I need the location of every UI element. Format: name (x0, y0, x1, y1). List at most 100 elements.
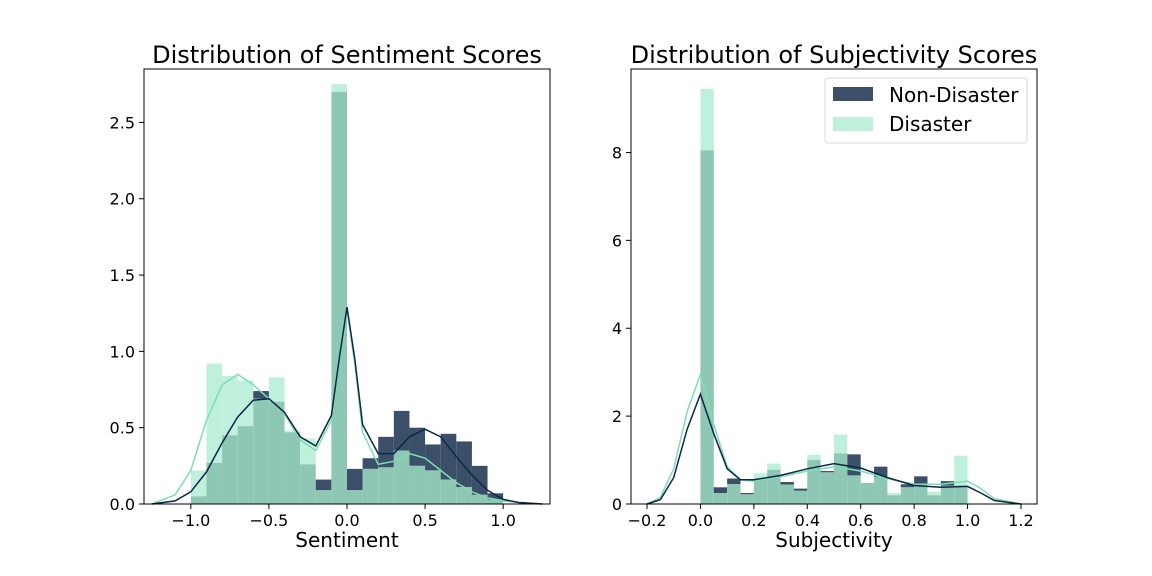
subjectivity-bar-overlap-3 (740, 494, 754, 504)
subjectivity-kde-disaster (646, 371, 1022, 505)
subjectivity-y-tick-label-0: 0 (612, 495, 622, 514)
subjectivity-bar-overlap-13 (874, 476, 888, 504)
sentiment-x-axis-label: Sentiment (295, 528, 399, 552)
sentiment-bar-overlap-15 (425, 470, 441, 504)
subjectivity-y-tick-label-4: 8 (612, 143, 622, 162)
sentiment-x-tick-label-0: −1.0 (171, 511, 210, 530)
sentiment-bar-top-4 (253, 391, 269, 399)
sentiment-bar-top-19 (487, 493, 504, 500)
subjectivity-chart-title: Distribution of Subjectivity Scores (631, 41, 1038, 69)
subjectivity-bar-overlap-14 (887, 495, 901, 504)
sentiment-bar-top-6 (284, 430, 301, 433)
subjectivity-bar-top-5 (767, 463, 781, 470)
subjectivity-bar-top-14 (887, 493, 901, 496)
sentiment-y-tick-label-1: 0.5 (110, 419, 135, 438)
sentiment-bar-overlap-6 (284, 432, 301, 504)
sentiment-bar-overlap-3 (237, 426, 254, 504)
legend-box (824, 77, 1028, 144)
subjectivity-bar-overlap-7 (793, 490, 808, 504)
sentiment-bar-overlap-14 (409, 465, 426, 504)
sentiment-bar-overlap-8 (315, 490, 332, 504)
sentiment-bar-overlap-11 (362, 468, 379, 504)
subjectivity-x-tick-label-2: 0.2 (741, 511, 766, 530)
sentiment-bar-top-8 (315, 479, 332, 491)
sentiment-y-tick-label-2: 1.0 (110, 342, 135, 361)
subjectivity-x-ticks: −0.2 0.0 0.2 0.4 0.6 0.8 1.0 1.2 (628, 504, 1034, 530)
subjectivity-x-tick-label-6: 1.0 (955, 511, 980, 530)
sentiment-bar-top-5 (268, 377, 285, 402)
sentiment-kde-non-disaster (151, 306, 543, 505)
subjectivity-x-tick-label-0: −0.2 (628, 511, 667, 530)
sentiment-x-ticks: −1.0 −0.5 0.0 0.5 1.0 (171, 504, 516, 530)
sentiment-chart-title: Distribution of Sentiment Scores (152, 41, 542, 69)
sentiment-x-tick-label-1: −0.5 (249, 511, 288, 530)
legend-swatch-non-disaster (833, 87, 873, 101)
sentiment-bar-overlap-16 (440, 479, 457, 504)
sentiment-bar-overlap-5 (268, 401, 285, 504)
sentiment-bar-top-12 (378, 436, 394, 468)
subjectivity-bar-top-10 (834, 434, 848, 454)
sentiment-bar-overlap-2 (222, 435, 238, 504)
sentiment-y-ticks: 0.0 0.5 1.0 1.5 2.0 2.5 (110, 113, 144, 514)
sentiment-bar-overlap-19 (487, 499, 504, 504)
sentiment-y-tick-label-5: 2.5 (110, 113, 135, 132)
subjectivity-plot-frame (630, 68, 1038, 505)
sentiment-bar-top-3 (237, 380, 254, 427)
subjectivity-bar-overlap-17 (927, 495, 941, 504)
sentiment-bar-top-18 (471, 465, 488, 495)
sentiment-bar-overlap-17 (456, 487, 472, 504)
subjectivity-bar-overlap-2 (727, 484, 741, 504)
subjectivity-bar-top-11 (847, 454, 861, 476)
sentiment-bar-top-2 (222, 375, 238, 436)
legend-label-disaster: Disaster (889, 112, 972, 136)
subjectivity-bar-top-19 (954, 455, 968, 486)
subjectivity-bar-overlap-15 (900, 487, 915, 504)
sentiment-bar-top-16 (440, 433, 457, 480)
subjectivity-bar-top-0 (700, 88, 714, 151)
sentiment-x-tick-label-2: 0.0 (334, 511, 359, 530)
subjectivity-y-tick-label-2: 4 (612, 319, 622, 338)
subjectivity-bar-overlap-6 (780, 484, 794, 504)
subjectivity-x-tick-label-7: 1.2 (1008, 511, 1033, 530)
sentiment-bar-overlap-13 (393, 450, 410, 504)
subjectivity-bar-top-7 (793, 488, 808, 491)
sentiment-kde-curves (151, 306, 543, 505)
sentiment-x-tick-label-4: 1.0 (490, 511, 515, 530)
sentiment-bar-top-1 (206, 363, 223, 463)
sentiment-bar-top-15 (425, 444, 441, 471)
legend-swatch-disaster (833, 117, 873, 131)
subjectivity-bar-overlap-16 (914, 484, 928, 504)
subjectivity-bar-overlap-18 (940, 485, 955, 504)
sentiment-bar-top-7 (300, 438, 316, 465)
subjectivity-bar-top-16 (914, 476, 928, 485)
sentiment-bar-overlap-12 (378, 467, 394, 504)
subjectivity-kde-curves (646, 371, 1022, 505)
sentiment-bar-top-17 (456, 441, 472, 488)
subjectivity-x-tick-label-1: 0.0 (688, 511, 713, 530)
subjectivity-y-tick-label-3: 6 (612, 231, 622, 250)
subjectivity-x-tick-label-5: 0.8 (901, 511, 926, 530)
subjectivity-panel: Distribution of Subjectivity Scores −0.2… (612, 41, 1038, 552)
sentiment-y-tick-label-4: 2.0 (110, 190, 135, 209)
subjectivity-bar-top-13 (874, 466, 888, 477)
subjectivity-bar-top-6 (780, 482, 794, 485)
sentiment-bar-top-11 (362, 458, 379, 469)
subjectivity-bar-top-8 (807, 454, 821, 461)
sentiment-bar-top-10 (347, 468, 363, 491)
subjectivity-bar-top-1 (713, 487, 728, 494)
sentiment-bar-overlap-9 (331, 91, 347, 504)
subjectivity-bar-top-4 (753, 473, 768, 480)
subjectivity-bar-overlap-12 (860, 482, 875, 504)
sentiment-bar-overlap-7 (300, 464, 316, 504)
subjectivity-y-ticks: 0 2 4 6 8 (612, 143, 631, 514)
subjectivity-bar-overlap-9 (820, 472, 834, 504)
sentiment-bar-top-9 (331, 84, 347, 92)
subjectivity-bar-overlap-10 (834, 453, 848, 504)
sentiment-bar-overlap-18 (471, 494, 488, 504)
subjectivity-y-tick-label-1: 2 (612, 407, 622, 426)
sentiment-bar-overlap-10 (347, 490, 363, 504)
sentiment-bar-overlap-0 (190, 496, 207, 504)
subjectivity-bar-overlap-19 (954, 485, 968, 504)
subjectivity-kde-non-disaster (646, 391, 1022, 505)
